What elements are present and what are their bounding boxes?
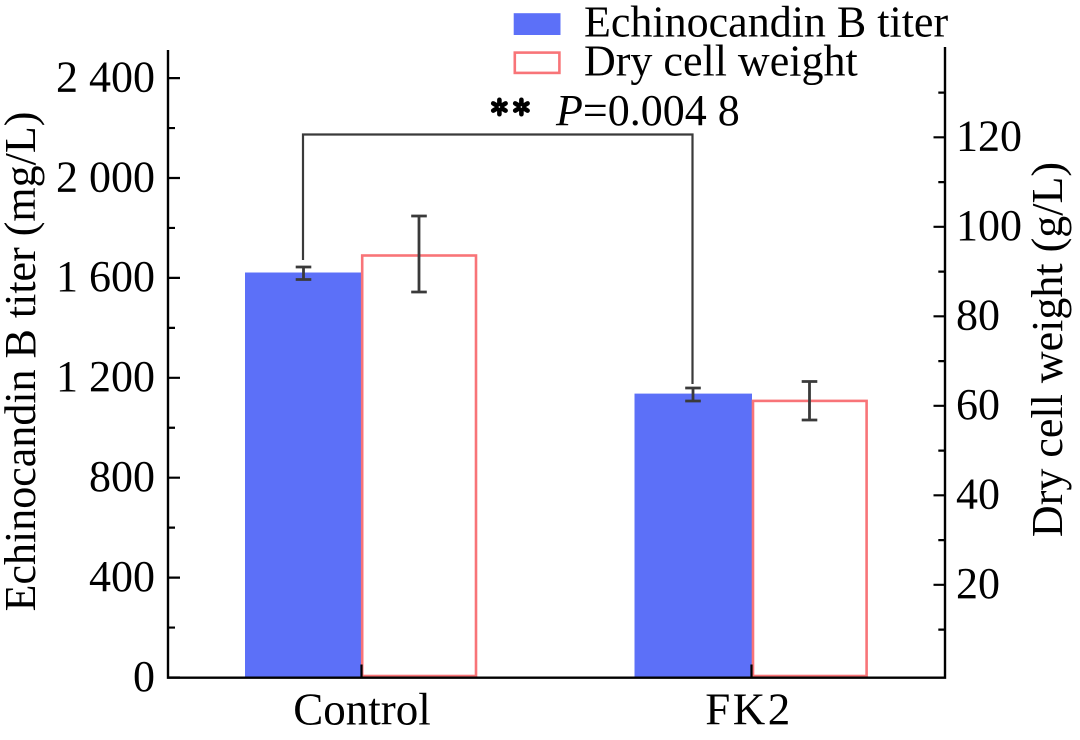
svg-text:P=0.004 8: P=0.004 8 [555,86,740,135]
svg-text:0: 0 [133,652,155,701]
svg-text:2 400: 2 400 [56,52,155,101]
svg-text:Echinocandin B titer: Echinocandin B titer [584,0,948,47]
svg-text:Control: Control [293,685,431,735]
svg-text:40: 40 [956,470,1000,519]
svg-text:400: 400 [89,552,155,601]
svg-text:100: 100 [956,201,1022,250]
svg-text:60: 60 [956,380,1000,429]
svg-text:120: 120 [956,112,1022,161]
svg-text:FK2: FK2 [705,685,793,735]
svg-text:1 200: 1 200 [56,352,155,401]
svg-text:2 000: 2 000 [56,152,155,201]
svg-text:800: 800 [89,452,155,501]
svg-text:20: 20 [956,559,1000,608]
svg-text:80: 80 [956,291,1000,340]
svg-text:1 600: 1 600 [56,252,155,301]
svg-text:Echinocandin B titer (mg/L): Echinocandin B titer (mg/L) [0,112,45,612]
svg-text:Dry cell weight (g/L): Dry cell weight (g/L) [1023,162,1072,537]
svg-text:Dry cell weight: Dry cell weight [584,36,858,85]
